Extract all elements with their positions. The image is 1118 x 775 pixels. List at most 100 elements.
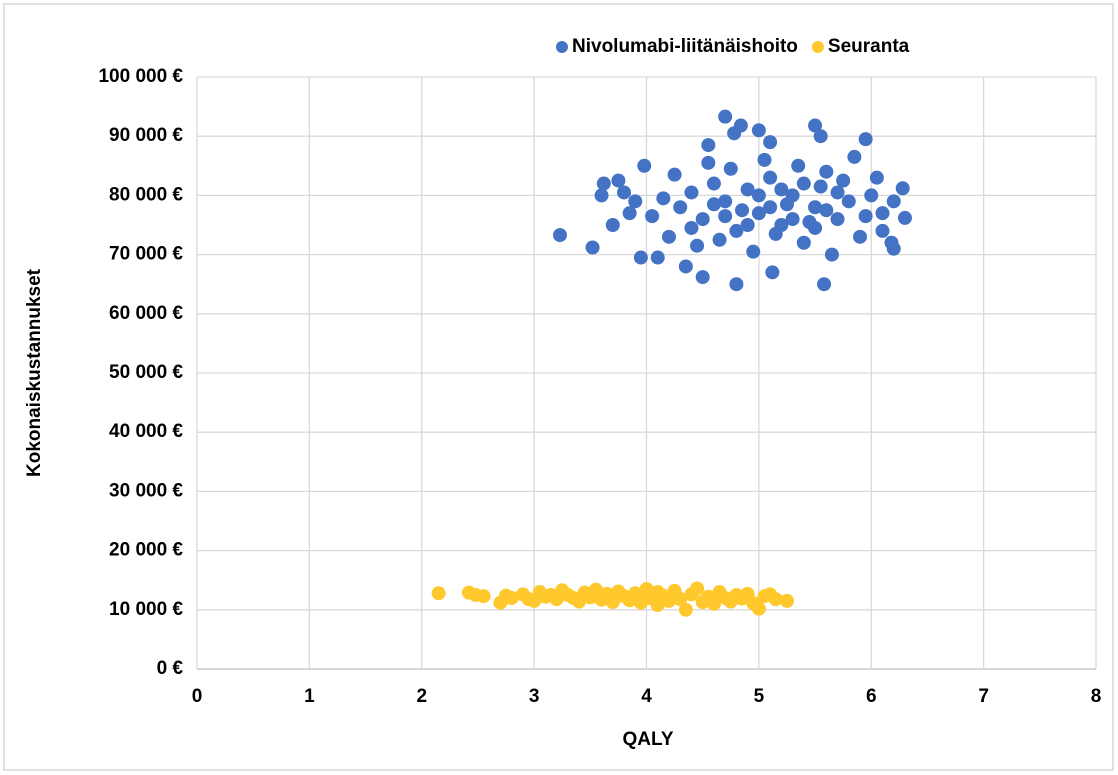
y-tick-label: 60 000 € — [109, 303, 183, 324]
point — [779, 593, 794, 608]
x-tick-label: 4 — [641, 686, 652, 707]
x-tick-label: 5 — [754, 686, 765, 707]
point — [763, 200, 778, 215]
y-tick-label: 80 000 € — [109, 184, 183, 205]
point — [605, 595, 620, 610]
legend-label: Nivolumabi-liitänäishoito — [572, 36, 798, 57]
point — [633, 250, 648, 265]
x-tick-label: 6 — [866, 686, 877, 707]
point — [791, 158, 806, 173]
point — [701, 138, 716, 153]
point — [673, 200, 688, 215]
y-axis-title: Kokonaiskustannukset — [24, 268, 45, 477]
point — [757, 152, 772, 167]
x-tick-label: 0 — [192, 686, 203, 707]
point — [476, 589, 491, 604]
y-tick-label: 70 000 € — [109, 244, 183, 265]
x-tick-label: 3 — [529, 686, 540, 707]
point — [884, 235, 899, 250]
legend-marker — [556, 41, 568, 53]
point — [729, 277, 744, 292]
point — [431, 586, 446, 601]
point — [695, 270, 710, 285]
point — [830, 212, 845, 227]
point — [552, 228, 567, 243]
point — [808, 200, 823, 215]
point — [819, 164, 834, 179]
point — [751, 601, 766, 616]
point — [808, 220, 823, 235]
point — [667, 167, 682, 182]
point — [637, 158, 652, 173]
point — [763, 135, 778, 150]
point — [751, 123, 766, 138]
y-tick-label: 100 000 € — [98, 66, 183, 87]
point — [895, 181, 910, 196]
point — [684, 185, 699, 200]
point — [779, 197, 794, 212]
point — [808, 118, 823, 133]
point — [841, 194, 856, 209]
point — [706, 176, 721, 191]
point — [751, 206, 766, 221]
point — [712, 232, 727, 247]
point — [740, 182, 755, 197]
y-tick-label: 90 000 € — [109, 125, 183, 146]
point — [796, 176, 811, 191]
point — [566, 590, 581, 605]
point — [645, 209, 660, 224]
point — [718, 109, 733, 124]
point — [740, 218, 755, 232]
point — [735, 203, 750, 218]
point — [695, 212, 710, 227]
x-tick-label: 8 — [1091, 686, 1102, 707]
point — [594, 188, 609, 203]
point — [622, 206, 637, 221]
point — [733, 118, 748, 133]
point — [824, 247, 839, 262]
point — [817, 277, 832, 292]
point — [836, 173, 851, 188]
point — [585, 240, 600, 255]
point — [673, 592, 688, 607]
y-tick-label: 30 000 € — [109, 480, 183, 501]
legend-label: Seuranta — [828, 36, 910, 57]
point — [690, 581, 705, 596]
x-tick-label: 7 — [978, 686, 989, 707]
point — [768, 592, 783, 607]
point — [853, 229, 868, 244]
x-axis-title: QALY — [622, 729, 673, 750]
point — [774, 182, 789, 197]
point — [729, 223, 744, 238]
point — [746, 244, 761, 259]
y-tick-label: 50 000 € — [109, 362, 183, 383]
point — [706, 197, 721, 212]
point — [864, 188, 879, 203]
point — [813, 179, 828, 194]
x-tick-label: 1 — [304, 686, 315, 707]
y-tick-label: 10 000 € — [109, 599, 183, 620]
y-tick-label: 40 000 € — [109, 421, 183, 442]
point — [830, 185, 845, 200]
point — [543, 588, 558, 602]
point — [875, 206, 890, 221]
point — [690, 238, 705, 253]
point — [596, 176, 611, 191]
point — [718, 194, 733, 209]
point — [650, 250, 665, 265]
point — [678, 602, 693, 617]
point — [847, 149, 862, 164]
y-tick-label: 0 € — [157, 658, 184, 679]
point — [521, 592, 536, 607]
point — [763, 170, 778, 185]
point — [858, 209, 873, 224]
point — [504, 590, 519, 605]
point — [628, 194, 643, 209]
point — [605, 218, 620, 232]
point — [678, 259, 693, 274]
legend-marker — [811, 41, 824, 53]
point — [768, 226, 783, 241]
point — [819, 203, 834, 218]
point — [897, 210, 912, 225]
point — [858, 132, 873, 147]
